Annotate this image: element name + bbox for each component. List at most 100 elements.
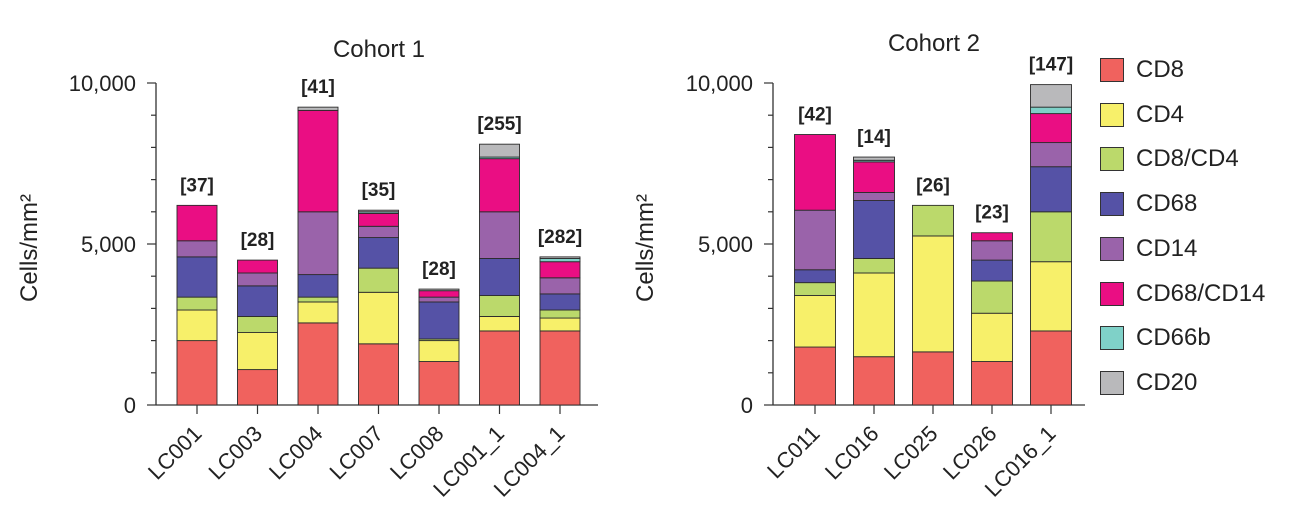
bar-segment-cd8-cd4 (297, 296, 339, 303)
legend-swatch (1100, 58, 1124, 82)
bar-segment-cd68-cd14 (794, 134, 836, 211)
y-axis-label: Cells/mm² (632, 194, 659, 302)
legend-label: CD8 (1136, 56, 1185, 83)
bar-segment-cd66b (1030, 106, 1072, 115)
x-category-label: LC007 (325, 421, 389, 485)
bar-segment-cd8 (971, 361, 1013, 406)
bar-segment-cd14 (971, 240, 1013, 261)
bar-LC007 (358, 209, 399, 406)
bar-segment-cd8-cd4 (358, 267, 399, 293)
bar-count-label: [255] (477, 114, 521, 135)
legend-item: CD14 (1100, 229, 1197, 269)
bar-segment-cd20 (479, 143, 520, 158)
legend-label: CD68/CD14 (1136, 279, 1266, 307)
bar-count-label: [28] (422, 259, 456, 280)
bar-segment-cd68 (479, 258, 520, 296)
bar-segment-cd20 (1030, 84, 1072, 108)
bar-segment-cd14 (1030, 142, 1072, 168)
bar-segment-cd68-cd14 (418, 290, 460, 298)
bar-segment-cd8-cd4 (176, 296, 218, 311)
legend-swatch (1100, 281, 1124, 306)
bar-count-label: [26] (916, 175, 950, 196)
legend-swatch (1100, 326, 1124, 351)
bar-segment-cd20 (539, 256, 581, 259)
legend-label: CD14 (1136, 234, 1198, 262)
legend-item: CD20 (1100, 363, 1197, 403)
bar-LC003 (237, 259, 278, 406)
bar-count-label: [14] (857, 127, 891, 148)
bar-segment-cd4 (418, 340, 460, 362)
bar-segment-cd20 (418, 288, 460, 292)
bar-count-label: [37] (180, 175, 214, 196)
bar-segment-cd20 (297, 106, 339, 111)
bar-segment-cd68 (237, 285, 278, 317)
legend-swatch (1100, 192, 1124, 217)
bar-count-label: [282] (538, 227, 582, 248)
bar-segment-cd4 (539, 317, 581, 332)
bar-segment-cd4 (794, 295, 836, 348)
bar-LC004_1 (539, 256, 581, 406)
x-category-label: LC016 (820, 421, 884, 485)
bar-segment-cd4 (358, 291, 399, 345)
y-tick-label: 10,000 (69, 71, 136, 96)
bar-LC025 (912, 204, 954, 406)
bar-segment-cd4 (479, 316, 520, 332)
bar-segment-cd68-cd14 (176, 204, 218, 242)
bar-segment-cd68 (1030, 166, 1072, 213)
legend-label: CD4 (1136, 100, 1185, 128)
bar-count-label: [42] (798, 105, 832, 126)
bar-segment-cd68-cd14 (297, 109, 339, 213)
bar-segment-cd8 (1030, 330, 1072, 406)
bar-segment-cd68 (358, 237, 399, 269)
bar-segment-cd8 (912, 351, 954, 406)
bar-count-label: [28] (241, 230, 275, 251)
bar-segment-cd68 (539, 293, 581, 311)
bar-segment-cd8 (539, 330, 581, 406)
legend-swatch (1100, 102, 1124, 127)
bar-segment-cd14 (358, 225, 399, 239)
y-tick-label: 5,000 (698, 232, 753, 257)
bar-segment-cd8-cd4 (1030, 211, 1072, 263)
bar-segment-cd68 (794, 269, 836, 284)
x-category-label: LC025 (879, 421, 943, 485)
bar-segment-cd68 (297, 274, 339, 298)
bar-LC001_1 (479, 143, 520, 406)
bar-segment-cd4 (1030, 261, 1072, 332)
bar-segment-cd8 (358, 343, 399, 406)
bar-segment-cd14 (479, 211, 520, 259)
y-tick-label: 0 (124, 393, 136, 418)
x-category-label: LC003 (204, 421, 268, 485)
legend-label: CD66b (1136, 324, 1211, 352)
bar-segment-cd68 (971, 259, 1013, 282)
legend-swatch (1100, 236, 1124, 261)
legend-item: CD66b (1100, 318, 1211, 358)
bar-segment-cd8-cd4 (479, 295, 520, 317)
bar-segment-cd14 (176, 240, 218, 258)
bar-segment-cd20 (358, 209, 399, 213)
bar-segment-cd68 (418, 301, 460, 340)
bar-count-label: [23] (975, 203, 1009, 224)
bar-segment-cd68 (853, 200, 895, 259)
bar-segment-cd68 (176, 256, 218, 298)
y-tick-label: 10,000 (686, 71, 753, 96)
bar-segment-cd8-cd4 (539, 309, 581, 319)
bar-segment-cd14 (418, 296, 460, 303)
bar-segment-cd68-cd14 (539, 261, 581, 279)
bar-segment-cd4 (297, 301, 339, 324)
y-tick-label: 0 (741, 393, 753, 418)
legend-label: CD20 (1136, 368, 1198, 396)
bar-segment-cd68-cd14 (853, 161, 895, 193)
bar-count-label: [147] (1029, 55, 1073, 76)
bar-segment-cd8-cd4 (912, 204, 954, 237)
legend-item: CD8 (1100, 50, 1184, 90)
bar-LC016_1 (1030, 84, 1072, 406)
x-category-label: LC011 (762, 421, 824, 483)
bar-count-label: [41] (301, 77, 335, 98)
bar-segment-cd8-cd4 (794, 282, 836, 296)
y-axis-label: Cells/mm² (16, 194, 43, 302)
legend-swatch (1100, 370, 1124, 395)
bar-segment-cd68-cd14 (1030, 113, 1072, 144)
bar-segment-cd8 (479, 330, 520, 406)
bar-LC008 (418, 288, 460, 406)
bar-segment-cd8 (297, 322, 339, 406)
